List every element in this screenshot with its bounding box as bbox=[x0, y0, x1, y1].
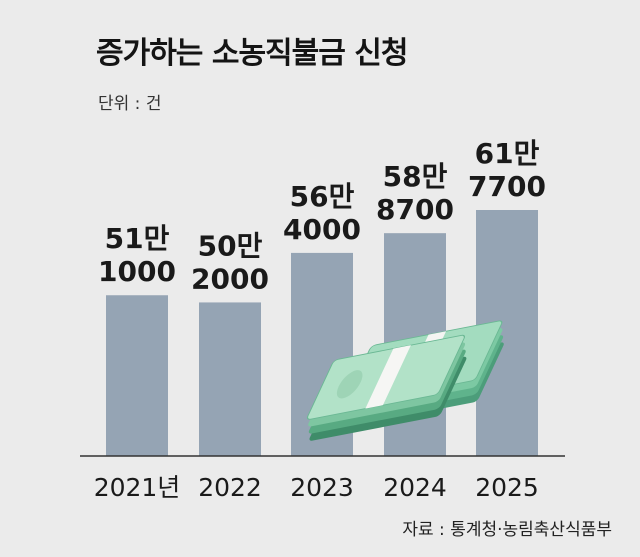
data-label-2-1: 4000 bbox=[283, 213, 361, 246]
data-label-4-0: 61만 bbox=[475, 137, 540, 170]
x-tick-label-1: 2022 bbox=[198, 473, 262, 502]
data-label-0-1: 1000 bbox=[98, 255, 176, 288]
unit-label: 단위 : 건 bbox=[98, 94, 162, 114]
x-tick-label-4: 2025 bbox=[475, 473, 539, 502]
data-label-3-0: 58만 bbox=[383, 160, 448, 193]
data-label-0-0: 51만 bbox=[105, 222, 170, 255]
data-label-1-0: 50만 bbox=[198, 229, 263, 262]
bar-1 bbox=[199, 302, 261, 456]
data-label-4-1: 7700 bbox=[468, 170, 546, 203]
source-note: 자료 : 통계청·농림축산식품부 bbox=[402, 520, 612, 540]
bar-0 bbox=[106, 295, 168, 456]
data-label-1-1: 2000 bbox=[191, 262, 269, 295]
x-tick-label-0: 2021년 bbox=[94, 473, 181, 502]
money-stack-illustration bbox=[306, 320, 504, 441]
x-tick-label-2: 2023 bbox=[290, 473, 354, 502]
x-tick-label-3: 2024 bbox=[383, 473, 447, 502]
chart-title: 증가하는 소농직불금 신청 bbox=[96, 36, 408, 71]
data-label-3-1: 8700 bbox=[376, 193, 454, 226]
data-label-2-0: 56만 bbox=[290, 180, 355, 213]
